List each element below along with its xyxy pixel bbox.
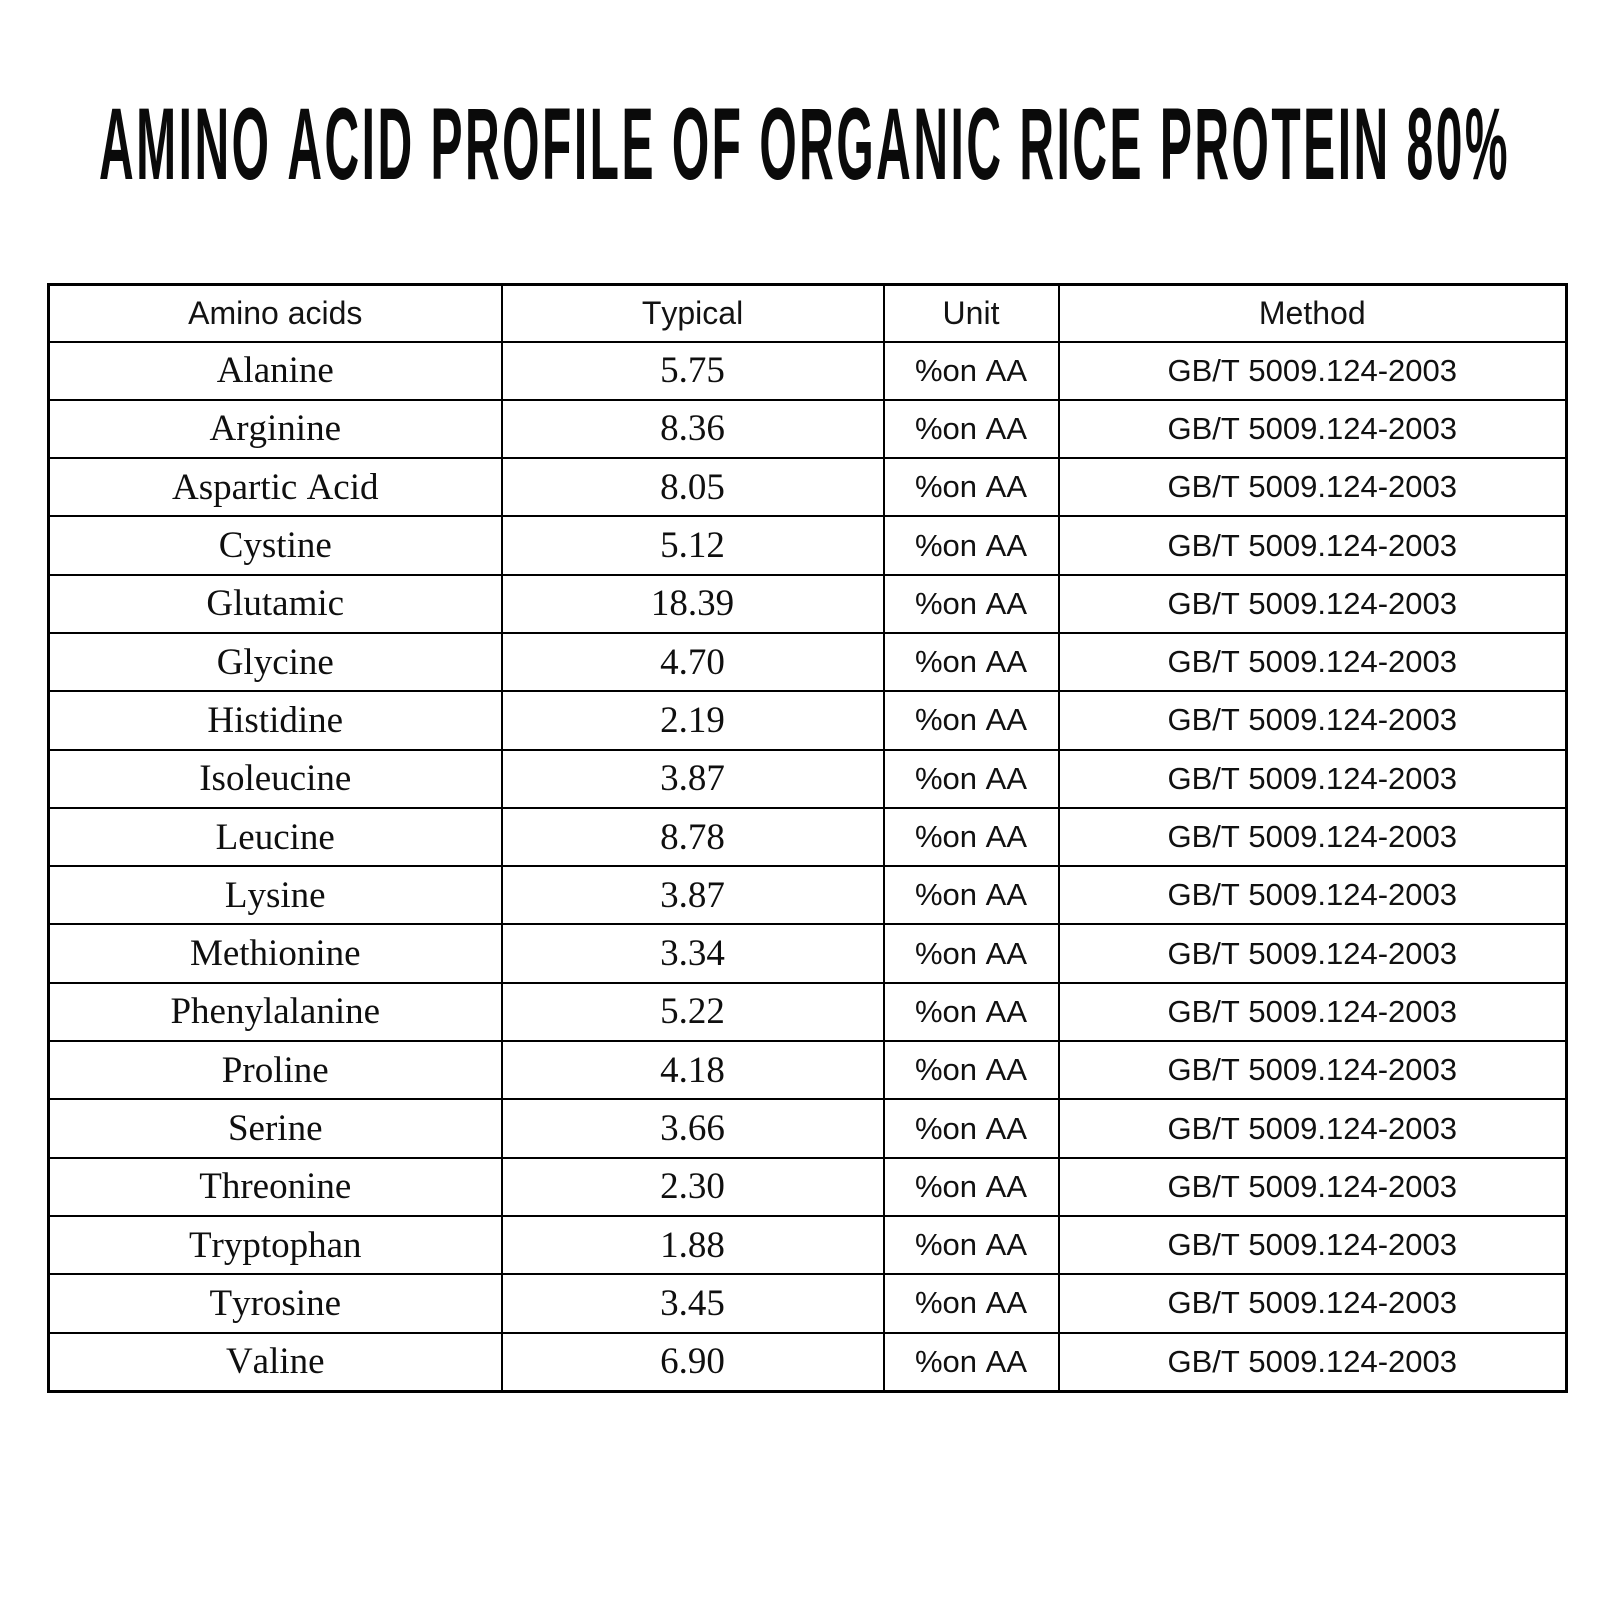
column-header-amino-acids: Amino acids	[47, 283, 503, 343]
cell-typical: 4.18	[500, 1040, 885, 1101]
cell-method: GB/T 5009.124-2003	[1057, 515, 1568, 576]
cell-method: GB/T 5009.124-2003	[1057, 1214, 1568, 1276]
cell-unit: %on AA	[882, 457, 1060, 518]
cell-unit: %on AA	[882, 1273, 1060, 1334]
amino-acid-table: Amino acids Typical Unit Method Alanine 5…	[47, 283, 1568, 1393]
table-row: Phenylalanine 5.22 %on AA GB/T 5009.124-200…	[47, 981, 1568, 1043]
cell-amino-acid: Glutamic	[47, 573, 503, 634]
cell-method: GB/T 5009.124-2003	[1057, 340, 1568, 401]
cell-amino-acid: Isoleucine	[47, 748, 503, 809]
cell-unit: %on AA	[882, 1214, 1060, 1276]
cell-unit: %on AA	[882, 1331, 1060, 1393]
column-header-typical: Typical	[500, 283, 885, 343]
cell-unit: %on AA	[882, 806, 1060, 868]
cell-method: GB/T 5009.124-2003	[1057, 1040, 1568, 1101]
cell-amino-acid: Cystine	[47, 515, 503, 576]
cell-typical: 5.22	[500, 981, 885, 1043]
cell-typical: 3.66	[500, 1098, 885, 1159]
cell-amino-acid: Alanine	[47, 340, 503, 401]
table-header-row: Amino acids Typical Unit Method	[47, 283, 1568, 343]
table-row: Alanine 5.75 %on AA GB/T 5009.124-2003	[47, 340, 1568, 401]
cell-typical: 3.87	[500, 865, 885, 926]
cell-typical: 18.39	[500, 573, 885, 634]
table-row: Arginine 8.36 %on AA GB/T 5009.124-2003	[47, 398, 1568, 460]
cell-method: GB/T 5009.124-2003	[1057, 865, 1568, 926]
table-row: Methionine 3.34 %on AA GB/T 5009.124-2003	[47, 923, 1568, 984]
cell-method: GB/T 5009.124-2003	[1057, 1098, 1568, 1159]
cell-amino-acid: Serine	[47, 1098, 503, 1159]
cell-unit: %on AA	[882, 690, 1060, 751]
cell-unit: %on AA	[882, 1098, 1060, 1159]
cell-amino-acid: Arginine	[47, 398, 503, 460]
table-row: Valine 6.90 %on AA GB/T 5009.124-2003	[47, 1331, 1568, 1393]
cell-typical: 8.78	[500, 806, 885, 868]
table-row: Proline 4.18 %on AA GB/T 5009.124-2003	[47, 1040, 1568, 1101]
cell-typical: 5.75	[500, 340, 885, 401]
cell-typical: 5.12	[500, 515, 885, 576]
cell-typical: 3.34	[500, 923, 885, 984]
cell-typical: 1.88	[500, 1214, 885, 1276]
table-row: Isoleucine 3.87 %on AA GB/T 5009.124-2003	[47, 748, 1568, 809]
cell-unit: %on AA	[882, 340, 1060, 401]
cell-method: GB/T 5009.124-2003	[1057, 1156, 1568, 1217]
table-row: Glycine 4.70 %on AA GB/T 5009.124-2003	[47, 631, 1568, 693]
cell-unit: %on AA	[882, 515, 1060, 576]
cell-unit: %on AA	[882, 1156, 1060, 1217]
cell-method: GB/T 5009.124-2003	[1057, 1273, 1568, 1334]
cell-amino-acid: Tryptophan	[47, 1214, 503, 1276]
cell-amino-acid: Valine	[47, 1331, 503, 1393]
cell-amino-acid: Methionine	[47, 923, 503, 984]
cell-amino-acid: Tyrosine	[47, 1273, 503, 1334]
table-row: Histidine 2.19 %on AA GB/T 5009.124-2003	[47, 690, 1568, 751]
cell-amino-acid: Glycine	[47, 631, 503, 693]
cell-method: GB/T 5009.124-2003	[1057, 573, 1568, 634]
cell-unit: %on AA	[882, 631, 1060, 693]
cell-unit: %on AA	[882, 748, 1060, 809]
cell-method: GB/T 5009.124-2003	[1057, 748, 1568, 809]
cell-method: GB/T 5009.124-2003	[1057, 806, 1568, 868]
cell-amino-acid: Phenylalanine	[47, 981, 503, 1043]
cell-method: GB/T 5009.124-2003	[1057, 923, 1568, 984]
cell-method: GB/T 5009.124-2003	[1057, 631, 1568, 693]
table-row: Lysine 3.87 %on AA GB/T 5009.124-2003	[47, 865, 1568, 926]
table-row: Serine 3.66 %on AA GB/T 5009.124-2003	[47, 1098, 1568, 1159]
cell-amino-acid: Histidine	[47, 690, 503, 751]
cell-amino-acid: Aspartic Acid	[47, 457, 503, 518]
page-title: AMINO ACID PROFILE OF ORGANIC RICE PROTE…	[99, 87, 1511, 202]
cell-amino-acid: Threonine	[47, 1156, 503, 1217]
cell-typical: 2.19	[500, 690, 885, 751]
table-row: Cystine 5.12 %on AA GB/T 5009.124-2003	[47, 515, 1568, 576]
cell-method: GB/T 5009.124-2003	[1057, 1331, 1568, 1393]
table-row: Tryptophan 1.88 %on AA GB/T 5009.124-2003	[47, 1214, 1568, 1276]
cell-typical: 8.36	[500, 398, 885, 460]
cell-typical: 3.45	[500, 1273, 885, 1334]
cell-typical: 8.05	[500, 457, 885, 518]
cell-method: GB/T 5009.124-2003	[1057, 398, 1568, 460]
column-header-method: Method	[1057, 283, 1568, 343]
cell-amino-acid: Proline	[47, 1040, 503, 1101]
cell-typical: 3.87	[500, 748, 885, 809]
cell-typical: 2.30	[500, 1156, 885, 1217]
cell-unit: %on AA	[882, 865, 1060, 926]
table-row: Threonine 2.30 %on AA GB/T 5009.124-2003	[47, 1156, 1568, 1217]
cell-typical: 4.70	[500, 631, 885, 693]
cell-unit: %on AA	[882, 398, 1060, 460]
cell-method: GB/T 5009.124-2003	[1057, 690, 1568, 751]
cell-amino-acid: Leucine	[47, 806, 503, 868]
table-body: Alanine 5.75 %on AA GB/T 5009.124-2003 Argin…	[47, 340, 1568, 1393]
cell-method: GB/T 5009.124-2003	[1057, 457, 1568, 518]
table-row: Tyrosine 3.45 %on AA GB/T 5009.124-2003	[47, 1273, 1568, 1334]
cell-unit: %on AA	[882, 981, 1060, 1043]
cell-unit: %on AA	[882, 1040, 1060, 1101]
cell-typical: 6.90	[500, 1331, 885, 1393]
table-row: Aspartic Acid 8.05 %on AA GB/T 5009.124-200…	[47, 457, 1568, 518]
table-row: Leucine 8.78 %on AA GB/T 5009.124-2003	[47, 806, 1568, 868]
cell-unit: %on AA	[882, 573, 1060, 634]
table-row: Glutamic 18.39 %on AA GB/T 5009.124-2003	[47, 573, 1568, 634]
cell-method: GB/T 5009.124-2003	[1057, 981, 1568, 1043]
cell-amino-acid: Lysine	[47, 865, 503, 926]
cell-unit: %on AA	[882, 923, 1060, 984]
column-header-unit: Unit	[882, 283, 1060, 343]
